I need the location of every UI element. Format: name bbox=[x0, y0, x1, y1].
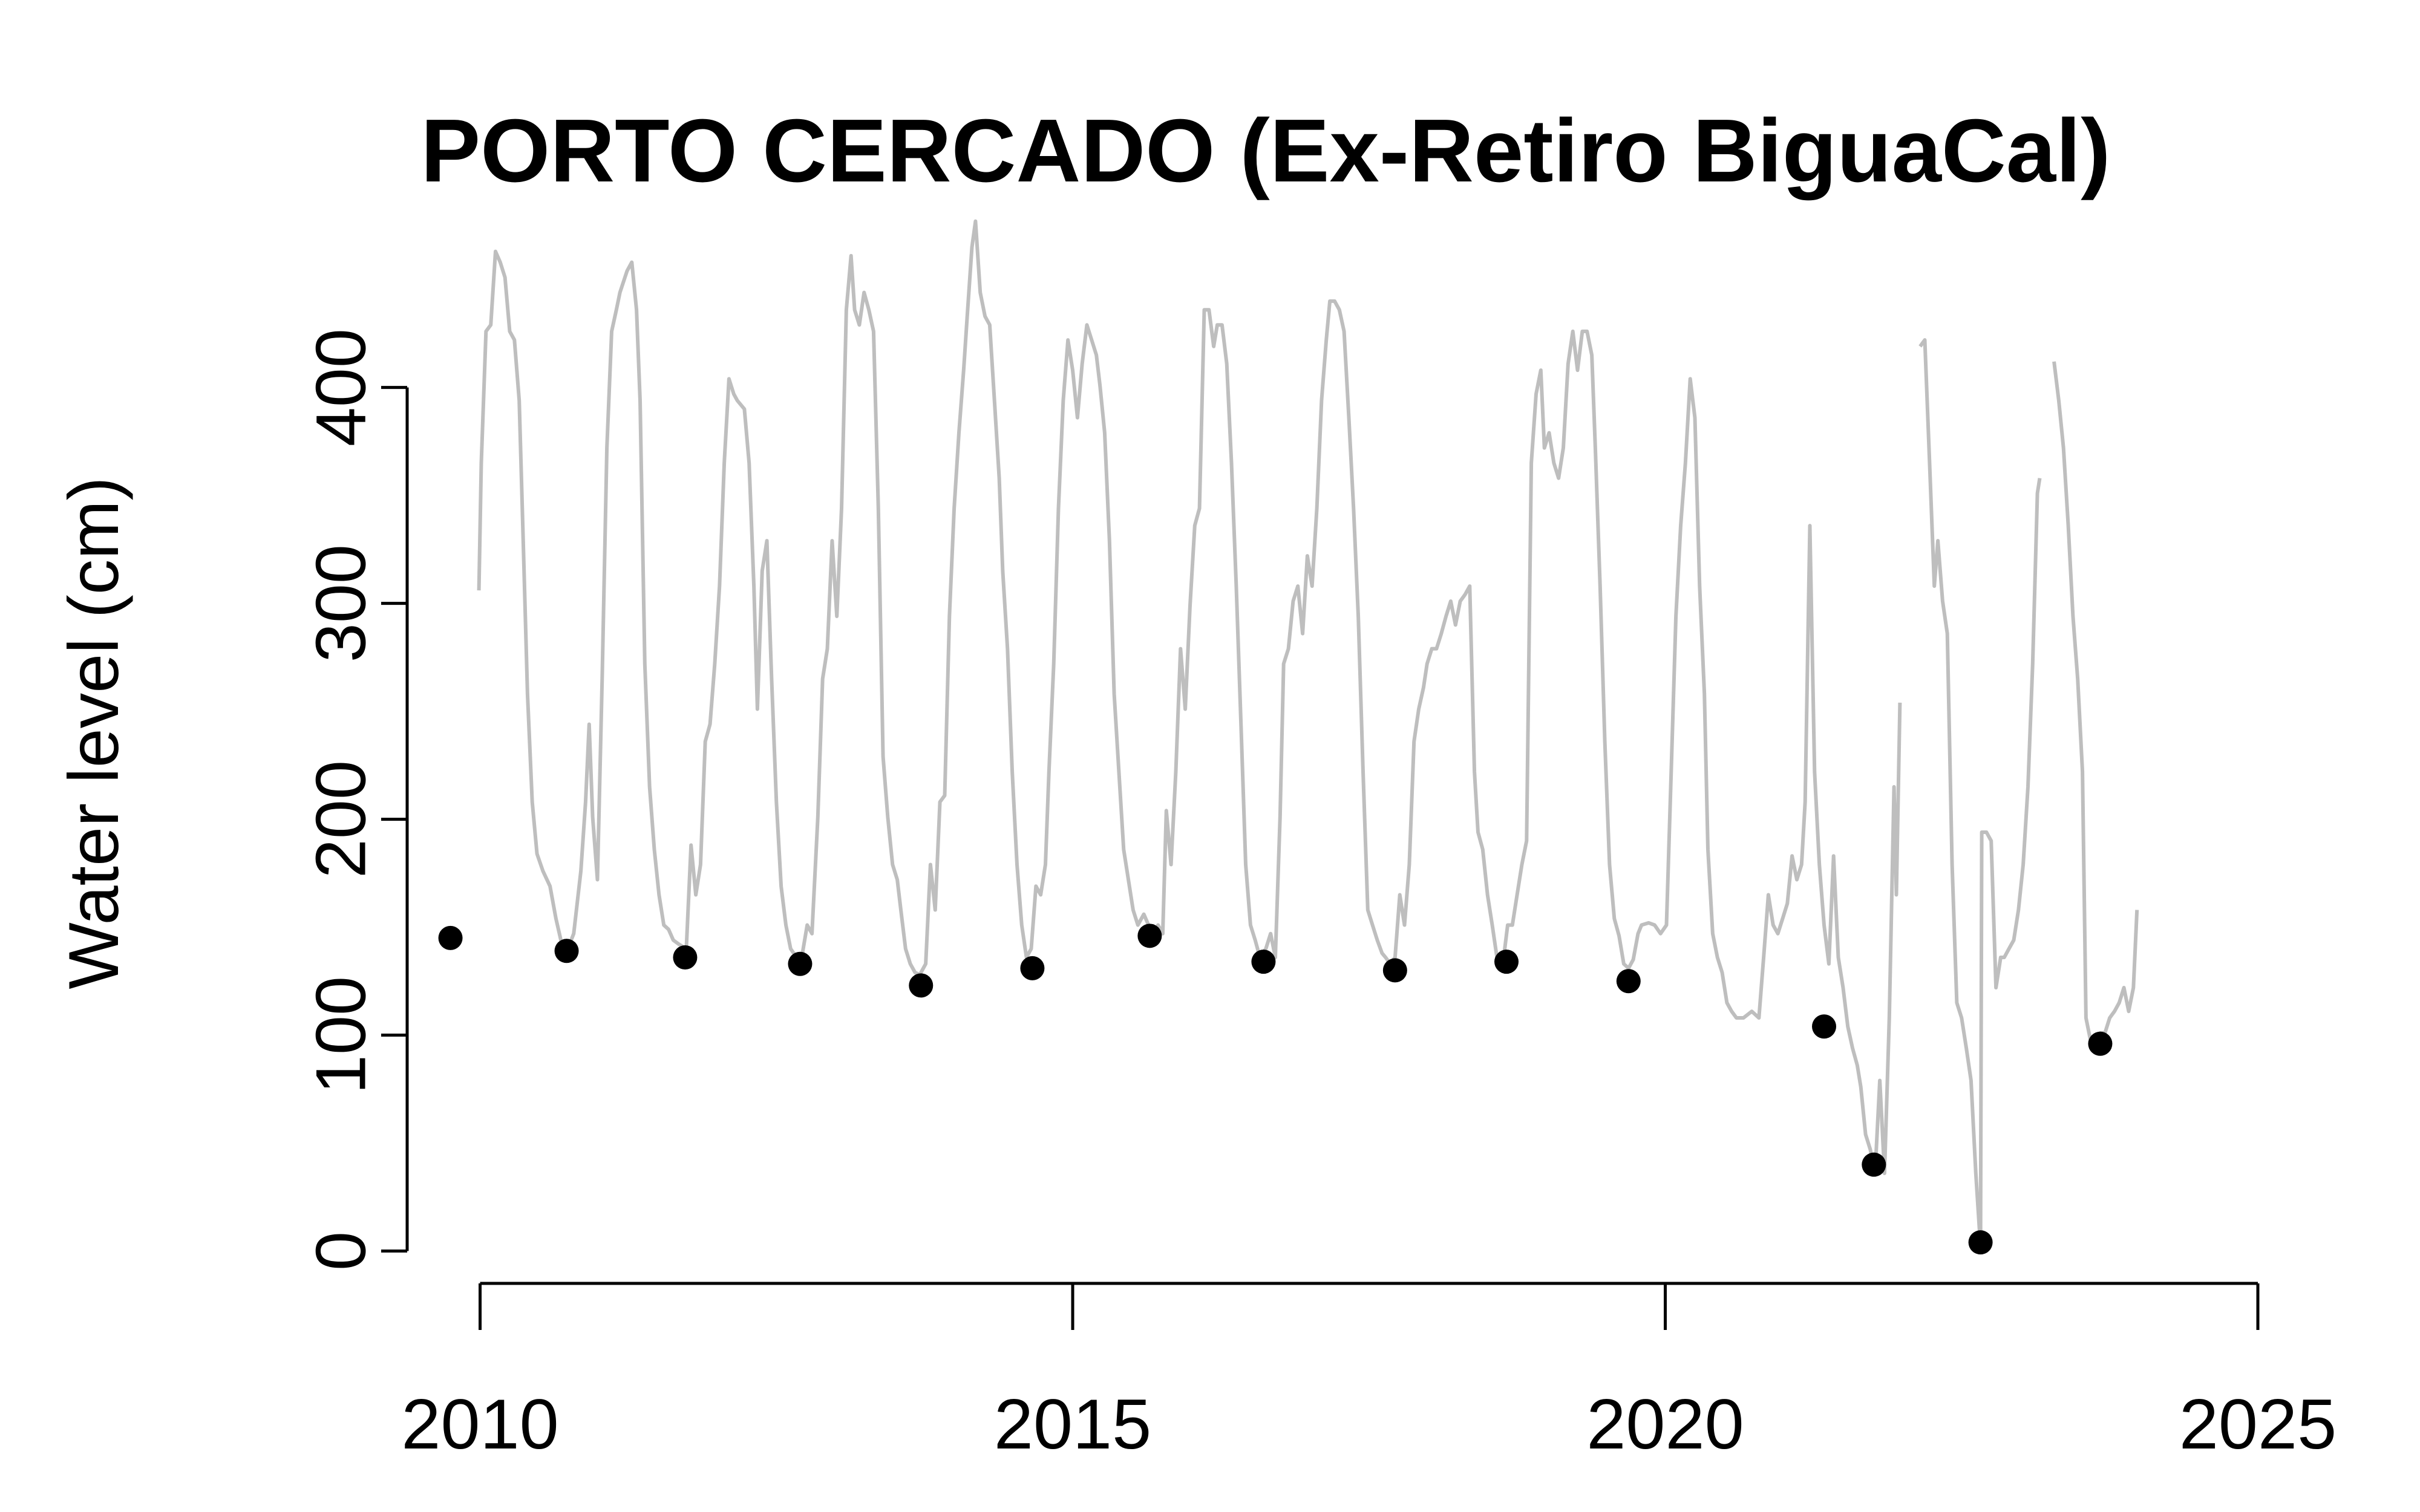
data-point bbox=[1494, 950, 1519, 974]
y-tick-label: 0 bbox=[301, 1231, 381, 1271]
data-line bbox=[477, 219, 2139, 1249]
x-tick-label: 2025 bbox=[2179, 1384, 2337, 1464]
data-point bbox=[554, 939, 579, 963]
data-point bbox=[1382, 958, 1407, 983]
data-point bbox=[1862, 1152, 1886, 1177]
x-tick-label: 2020 bbox=[1586, 1384, 1744, 1464]
x-tick-label: 2010 bbox=[401, 1384, 558, 1464]
y-tick-label: 200 bbox=[301, 760, 381, 878]
y-axis-label: Water level (cm) bbox=[54, 477, 133, 989]
data-point bbox=[1137, 924, 1162, 948]
x-tick-label: 2015 bbox=[994, 1384, 1151, 1464]
data-point bbox=[1020, 956, 1045, 980]
data-point bbox=[1812, 1014, 1837, 1039]
y-tick-label: 300 bbox=[301, 544, 381, 662]
data-point bbox=[788, 951, 813, 976]
y-tick-label: 400 bbox=[301, 328, 381, 446]
data-point bbox=[673, 945, 698, 970]
data-point bbox=[909, 973, 934, 998]
data-point bbox=[2088, 1031, 2113, 1056]
data-point bbox=[438, 925, 463, 950]
chart-title: PORTO CERCADO (Ex-Retiro BiguaCal) bbox=[420, 101, 2110, 201]
y-tick-label: 100 bbox=[301, 976, 381, 1094]
data-point bbox=[1251, 950, 1276, 974]
data-point bbox=[1616, 969, 1641, 994]
data-point bbox=[1968, 1230, 1993, 1255]
